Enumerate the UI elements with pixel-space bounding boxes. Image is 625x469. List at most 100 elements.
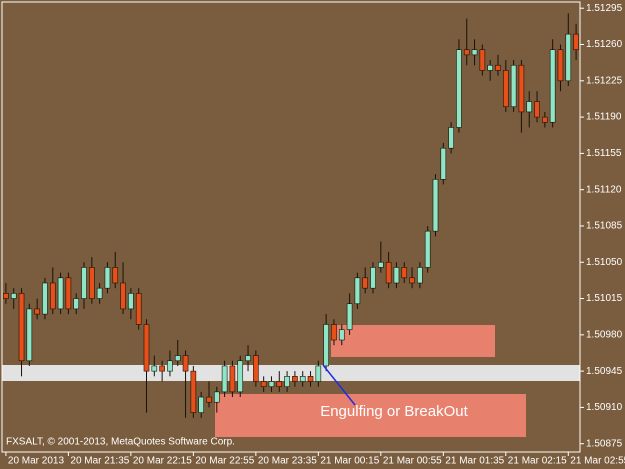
candle-body <box>112 267 119 284</box>
candle-body <box>471 49 478 56</box>
y-tick-label: 1.51120 <box>586 184 622 195</box>
candle-body <box>518 64 525 113</box>
candle-body <box>479 49 486 71</box>
candle-body <box>526 101 533 113</box>
x-tick-label: 21 Mar 02:15 <box>508 456 567 467</box>
annotation-text: Engulfing or BreakOut <box>320 403 468 420</box>
candle-body <box>18 293 25 362</box>
x-tick-label: 20 Mar 22:15 <box>133 456 192 467</box>
candle-body <box>221 365 228 393</box>
candle-body <box>65 277 72 310</box>
plot-frame <box>1 1 581 453</box>
candle-body <box>346 303 353 330</box>
y-tick-label: 1.51015 <box>586 293 623 304</box>
candle-body <box>260 381 267 387</box>
candle-body <box>174 355 181 362</box>
candle-body <box>573 33 579 50</box>
candle-body <box>135 293 142 325</box>
candle-body <box>213 391 220 403</box>
candle-body <box>96 287 103 299</box>
candle-body <box>424 230 431 268</box>
annotations: Engulfing or BreakOut FXSALT, © 2001-201… <box>6 364 469 448</box>
candle-body <box>440 147 447 180</box>
candle-body <box>456 49 462 128</box>
candle-body <box>190 370 197 413</box>
candle-body <box>253 355 259 382</box>
candle-body <box>534 101 540 118</box>
candle-body <box>89 267 95 299</box>
candle-body <box>315 365 322 382</box>
candle-body <box>502 70 509 108</box>
candle-body <box>393 267 400 284</box>
x-tick-label: 21 Mar 02:55 <box>570 456 625 467</box>
candle-body <box>565 33 572 82</box>
x-tick-label: 21 Mar 00:55 <box>383 456 442 467</box>
candle-body <box>331 324 337 341</box>
candle-body <box>81 267 87 299</box>
candle-body <box>128 293 134 310</box>
y-tick-label: 1.51225 <box>586 75 623 86</box>
x-tick-label: 20 Mar 21:35 <box>70 456 129 467</box>
candle-body <box>206 396 212 403</box>
candle-body <box>463 49 470 56</box>
candle-body <box>42 282 48 315</box>
candle-body <box>10 293 17 299</box>
candle-body <box>143 324 150 372</box>
x-tick-label: 20 Mar 23:35 <box>258 456 317 467</box>
candle-body <box>338 329 345 341</box>
candle-body <box>151 365 158 372</box>
y-tick-label: 1.51050 <box>586 257 623 268</box>
candle-body <box>26 308 33 362</box>
candle-body <box>34 308 40 315</box>
candle-body <box>159 365 165 372</box>
candle-body <box>354 277 361 305</box>
candle-body <box>307 376 314 382</box>
y-tick-label: 1.51190 <box>586 112 622 123</box>
support-band <box>2 365 580 381</box>
y-tick-label: 1.51155 <box>586 148 622 159</box>
candle-body <box>167 360 173 372</box>
x-tick-label: 21 Mar 01:35 <box>445 456 504 467</box>
candle-body <box>495 64 501 71</box>
candle-body <box>57 277 64 310</box>
candle-body <box>323 324 329 367</box>
candles <box>3 13 579 418</box>
highlight-box <box>331 325 495 357</box>
candle-body <box>370 267 376 289</box>
candle-body <box>448 127 454 149</box>
y-tick-label: 1.51085 <box>586 221 623 232</box>
candle-body <box>542 116 548 123</box>
candle-body <box>104 267 111 289</box>
annotation-pointer <box>322 364 356 406</box>
candle-body <box>417 267 423 284</box>
y-tick-label: 1.50910 <box>586 402 623 413</box>
candle-body <box>3 293 9 299</box>
candle-body <box>385 261 392 284</box>
annotation-box <box>215 394 526 437</box>
candle-body <box>549 49 556 123</box>
candle-body <box>510 64 517 108</box>
y-tick-label: 1.50945 <box>586 366 623 377</box>
candle-body <box>401 267 408 279</box>
candle-body <box>73 298 80 310</box>
candle-body <box>378 261 384 268</box>
candle-body <box>268 381 275 387</box>
y-tick-label: 1.50875 <box>586 438 623 449</box>
y-tick-label: 1.51260 <box>586 39 623 50</box>
candle-body <box>292 376 298 382</box>
y-tick-label: 1.51295 <box>586 3 623 14</box>
x-tick-label: 20 Mar 2013 <box>8 456 65 467</box>
candle-body <box>487 64 493 71</box>
x-tick-label: 20 Mar 22:55 <box>195 456 254 467</box>
candle-body <box>557 49 564 82</box>
candle-body <box>409 277 415 284</box>
x-tick-label: 21 Mar 00:15 <box>320 456 379 467</box>
candle-body <box>432 179 439 232</box>
candle-body <box>198 396 204 413</box>
candle-body <box>276 381 283 387</box>
candle-body <box>49 282 56 310</box>
candle-body <box>245 355 251 362</box>
candle-body <box>299 376 306 382</box>
